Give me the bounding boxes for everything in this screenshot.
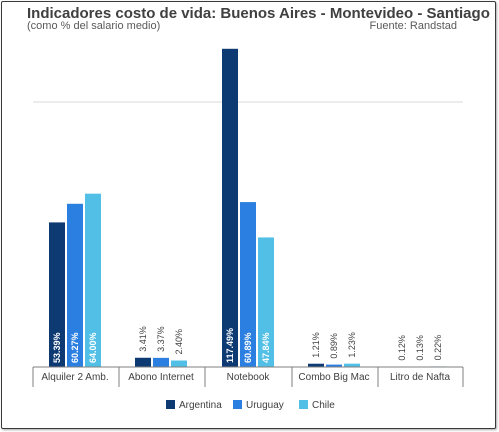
chart-title: Indicadores costo de vida: Buenos Aires … (27, 5, 490, 22)
bar-chile-0 (85, 193, 101, 367)
bar-chile-3 (344, 363, 360, 367)
data-label: 1.21% (311, 332, 321, 358)
data-label: 1.23% (347, 332, 357, 358)
data-label: 2.40% (174, 329, 184, 355)
data-label: 117.49% (225, 328, 235, 363)
legend-swatch-uruguay (233, 400, 242, 409)
category-label: Combo Big Mac (298, 372, 369, 383)
data-label: 0.13% (415, 335, 425, 361)
legend-label-chile: Chile (312, 400, 335, 411)
bar-uruguay-3 (326, 364, 342, 367)
chart-source: Fuente: Randstad (369, 20, 457, 32)
bar-argentina-2 (222, 48, 238, 368)
legend-swatch-argentina (166, 400, 175, 409)
bar-uruguay-2 (240, 202, 256, 367)
data-label: 60.89% (243, 332, 253, 363)
legend-label-argentina: Argentina (179, 400, 222, 411)
bar-chile-1 (171, 360, 187, 367)
data-label: 0.22% (433, 335, 443, 361)
bar-uruguay-0 (67, 203, 83, 367)
bar-argentina-1 (135, 357, 151, 367)
data-label: 47.84% (261, 332, 271, 363)
data-label: 0.12% (397, 335, 407, 361)
bar-chile-2 (258, 237, 274, 367)
data-label: 60.27% (70, 332, 80, 363)
data-label: 3.37% (156, 326, 166, 352)
data-label: 3.41% (138, 326, 148, 352)
legend-label-uruguay: Uruguay (246, 400, 284, 411)
data-label: 64.00% (88, 332, 98, 363)
data-label: 0.89% (329, 333, 339, 359)
category-label: Notebook (227, 372, 271, 383)
bar-uruguay-1 (153, 357, 169, 367)
category-label: Alquiler 2 Amb. (41, 372, 108, 383)
legend-swatch-chile (299, 400, 308, 409)
category-label: Abono Internet (128, 372, 194, 383)
bar-argentina-3 (308, 363, 324, 367)
bar-argentina-0 (49, 222, 65, 367)
data-label: 53.39% (52, 332, 62, 363)
chart-subtitle: (como % del salario medio) (27, 20, 161, 32)
category-label: Litro de Nafta (390, 372, 450, 383)
